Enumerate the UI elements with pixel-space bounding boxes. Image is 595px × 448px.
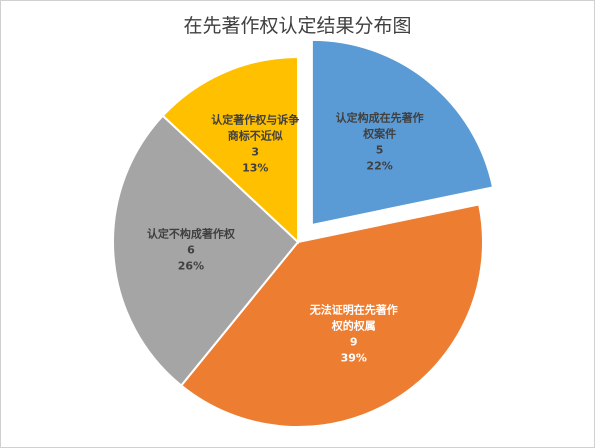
slice-percent-label: 13%: [242, 162, 268, 175]
slice-percent-label: 39%: [341, 352, 367, 365]
slice-category-label: 权案件: [362, 127, 396, 141]
pie-slice-2: [112, 114, 300, 387]
slice-label-1: 无法证明在先著作权的权属 9 39%: [309, 303, 398, 365]
slice-category-label: 认定著作权与诉争: [211, 113, 299, 127]
slice-value-label: 6: [187, 243, 195, 256]
slice-percent-label: 22%: [366, 160, 392, 173]
slice-category-label: 商标不近似: [228, 129, 283, 143]
slice-category-label: 权的权属: [331, 319, 376, 333]
slice-label-3: 认定著作权与诉争商标不近似 3 13%: [211, 113, 299, 175]
slice-category-label: 无法证明在先著作: [309, 303, 398, 317]
pie-slice-1: [179, 203, 484, 428]
slice-label-0: 认定构成在先著作权案件 5 22%: [336, 111, 424, 173]
slice-value-label: 9: [350, 336, 358, 349]
slice-percent-label: 26%: [178, 259, 204, 272]
slice-category-label: 认定不构成著作权: [147, 226, 236, 240]
slice-label-2: 认定不构成著作权 6 26%: [147, 226, 236, 272]
slice-category-label: 认定构成在先著作: [336, 111, 424, 125]
slice-value-label: 3: [251, 146, 259, 159]
pie-slice-0: [310, 38, 495, 227]
pie-slice-3: [161, 55, 299, 245]
slice-value-label: 5: [376, 144, 384, 157]
chart-title: 在先著作权认定结果分布图: [183, 15, 412, 37]
